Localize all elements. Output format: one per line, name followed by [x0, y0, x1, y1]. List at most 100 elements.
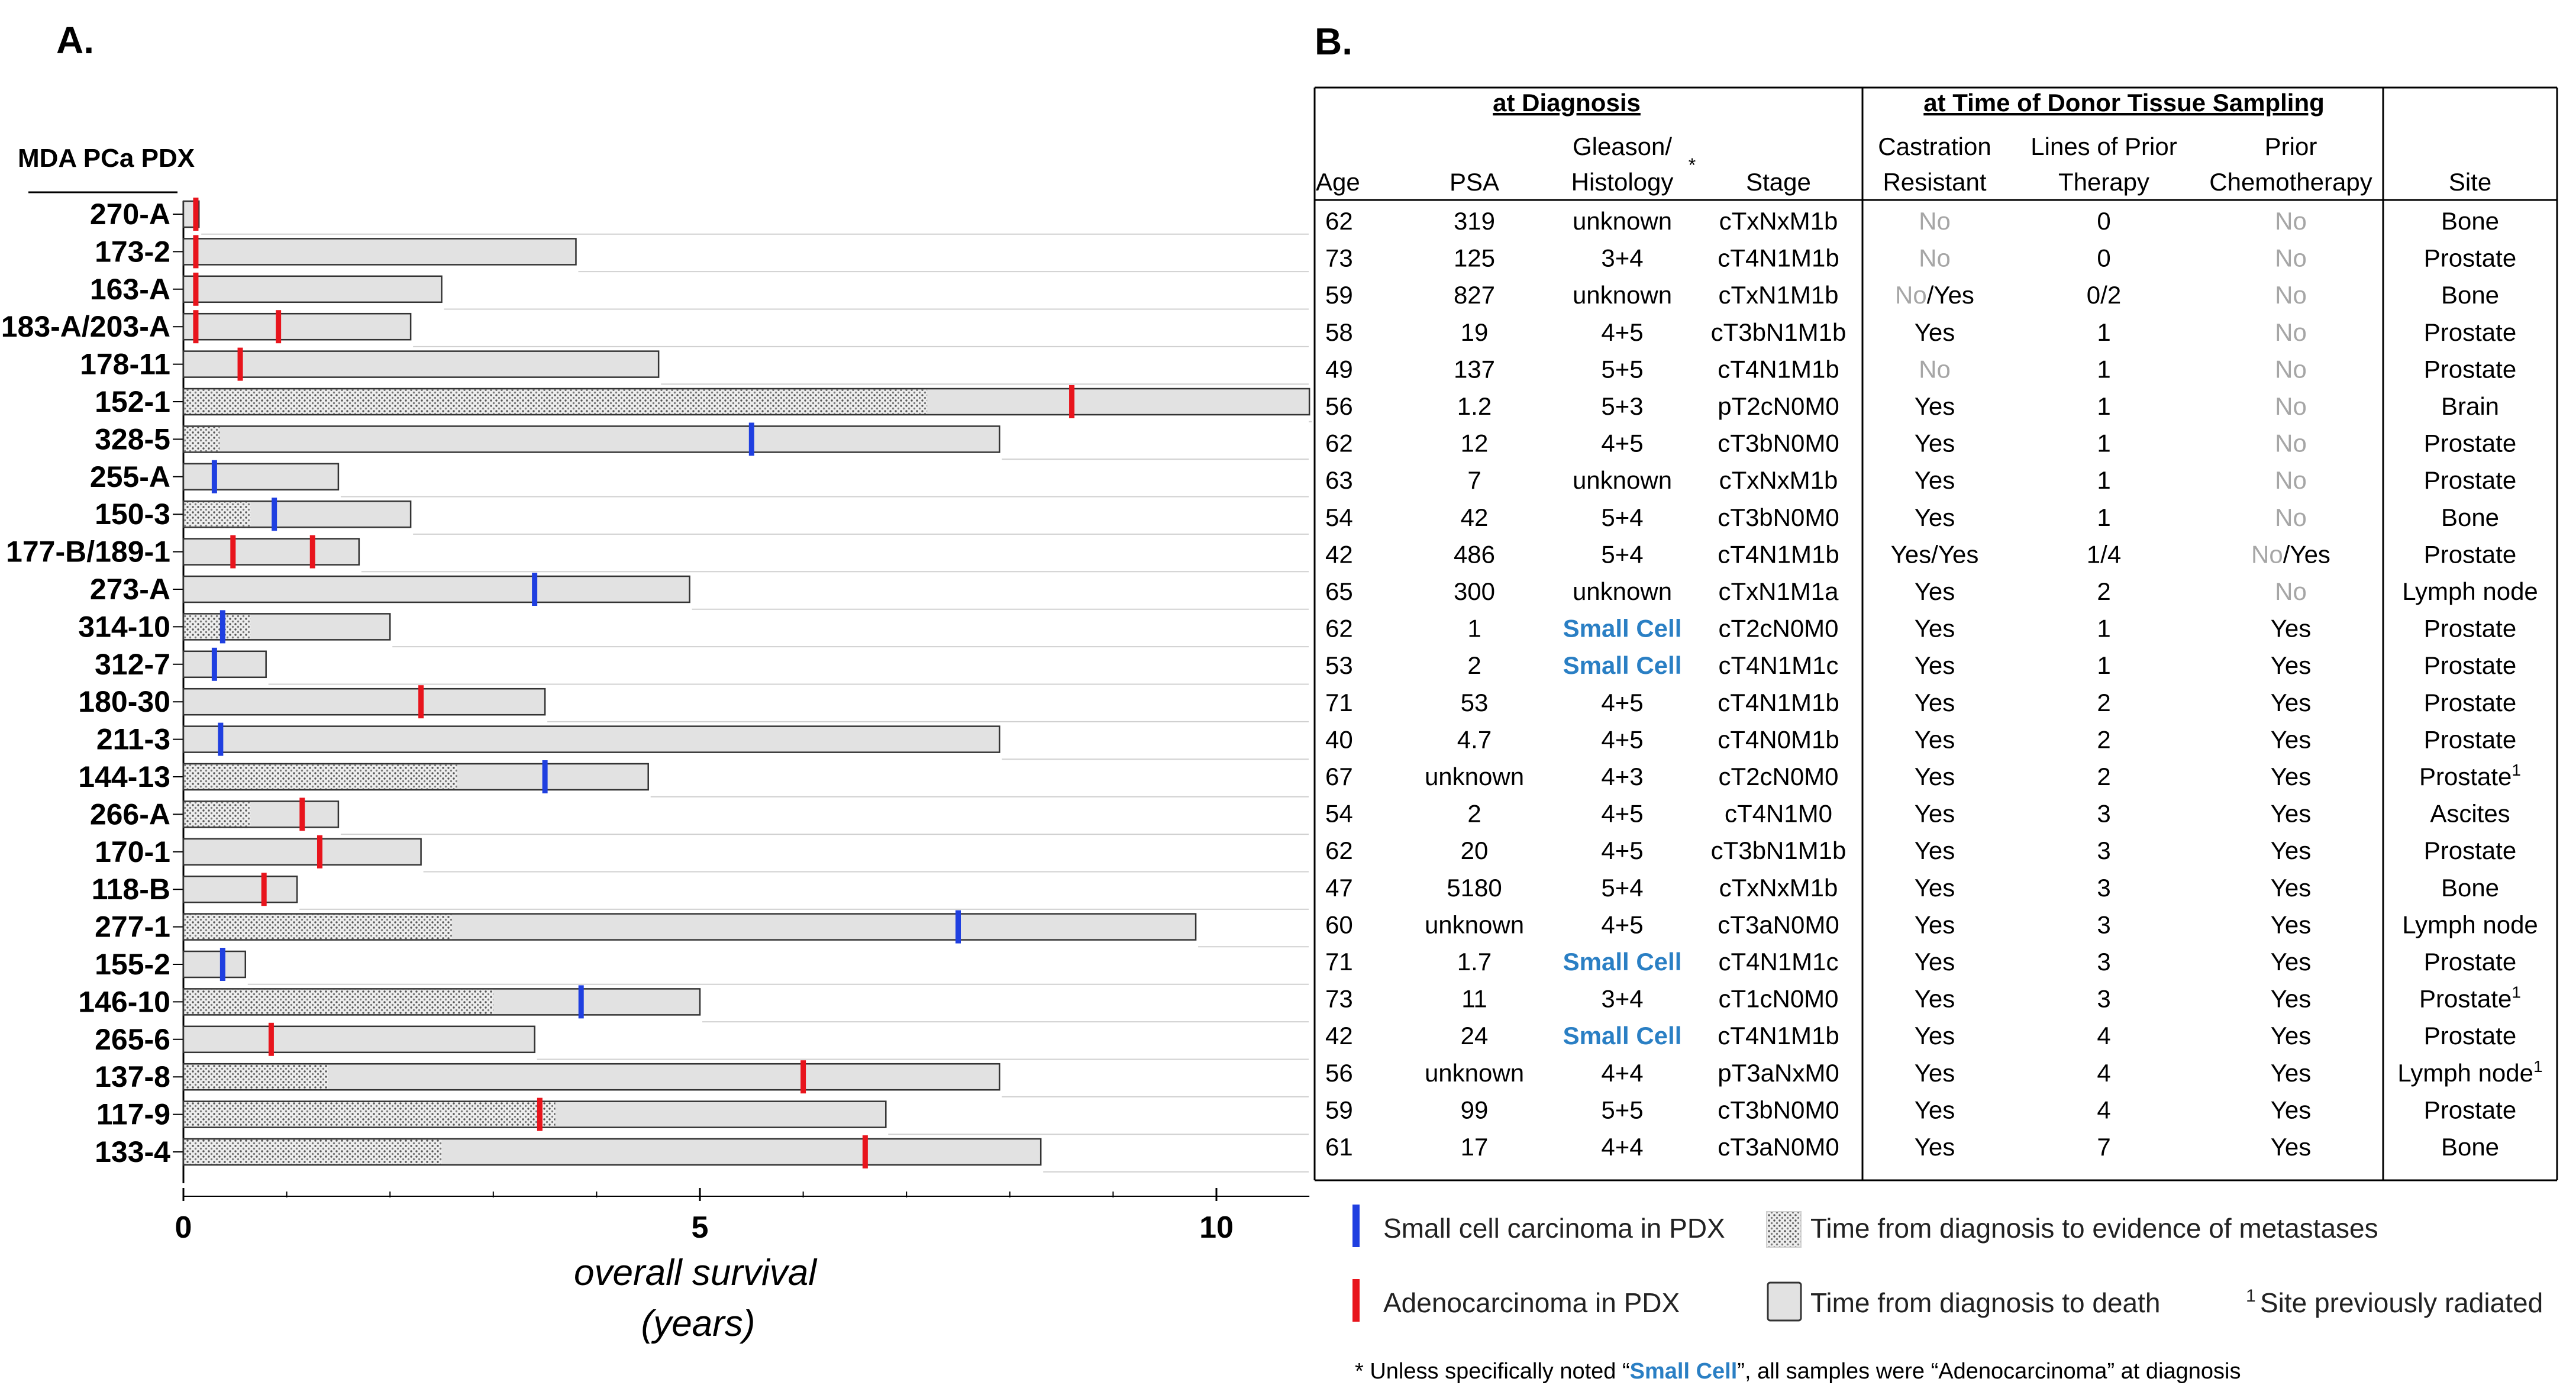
cell-gleason: unknown — [1573, 577, 1672, 605]
adeno-sampling-mark — [193, 235, 199, 269]
cell-stage: cT2cN0M0 — [1718, 615, 1838, 643]
cell-prior-chemo: No — [2275, 430, 2307, 457]
survival-bar — [182, 1025, 535, 1054]
cell-castration-resistant-part: Yes — [1915, 1096, 1955, 1123]
footnote-text-2: ”, all samples were “Adenocarcinoma” at … — [1737, 1359, 2241, 1384]
survival-bar — [182, 275, 443, 304]
cell-site-text: Lymph node — [2397, 1059, 2533, 1087]
cell-castration-resistant: Yes — [1915, 1059, 1955, 1087]
cell-site: Prostate1 — [2419, 761, 2521, 790]
cell-prior-chemo-part: No — [2275, 577, 2307, 605]
small-cell-sampling-mark — [219, 610, 225, 644]
cell-stage: cTxN1M1b — [1718, 281, 1838, 309]
cell-prior-chemo: No — [2275, 577, 2307, 605]
metastases-bar — [184, 1064, 328, 1089]
cell-psa: 827 — [1454, 281, 1495, 309]
legend-radiated-superscript: 1 — [2246, 1286, 2256, 1306]
cell-age: 62 — [1325, 615, 1353, 643]
cell-castration-resistant-part: Yes — [1915, 1022, 1955, 1050]
header-lines-line2: Therapy — [2058, 168, 2149, 196]
cell-site-text: Prostate — [2419, 763, 2512, 790]
group-header-diagnosis: at Diagnosis — [1493, 89, 1641, 117]
cell-prior-chemo: No — [2275, 207, 2307, 235]
cell-site-text: Prostate — [2424, 689, 2516, 716]
cell-castration-resistant: Yes — [1915, 874, 1955, 902]
row-label: 277-1 — [95, 911, 170, 944]
cell-prior-chemo-part: No — [2275, 392, 2307, 420]
cell-prior-chemo-part: No — [2275, 355, 2307, 383]
metastases-bar — [184, 1139, 442, 1164]
cell-site: Prostate — [2424, 1096, 2516, 1123]
header-castration-line1: Castration — [1878, 133, 1991, 160]
cell-castration-resistant: Yes — [1915, 615, 1955, 643]
header-psa: PSA — [1450, 168, 1499, 196]
cell-prior-chemo-part: Yes — [2271, 651, 2312, 679]
cell-psa: 125 — [1454, 244, 1495, 272]
cell-site-text: Lymph node — [2402, 577, 2538, 605]
cell-site: Prostate — [2424, 689, 2516, 716]
adeno-sampling-mark — [537, 1097, 543, 1131]
adeno-sampling-mark — [193, 272, 199, 306]
cell-age: 62 — [1325, 207, 1353, 235]
row-label: 265-6 — [95, 1023, 170, 1056]
cell-lines-therapy: 0/2 — [2087, 281, 2121, 309]
cell-castration-resistant: Yes — [1915, 466, 1955, 494]
cell-site: Prostate — [2424, 948, 2516, 976]
cell-castration-resistant: Yes — [1915, 503, 1955, 531]
cell-prior-chemo: No — [2275, 281, 2307, 309]
cell-site-text: Prostate — [2424, 725, 2516, 753]
cell-site: Prostate — [2424, 430, 2516, 457]
cell-prior-chemo-part: Yes — [2271, 1022, 2312, 1050]
cell-lines-therapy: 7 — [2097, 1133, 2110, 1161]
legend-death-label: Time from diagnosis to death — [1810, 1287, 2160, 1318]
cell-psa: 1.7 — [1457, 948, 1492, 976]
cell-lines-therapy: 1 — [2097, 318, 2110, 346]
cell-gleason: 5+3 — [1601, 392, 1643, 420]
cell-prior-chemo-part: Yes — [2271, 1059, 2312, 1087]
cell-prior-chemo-part: /Yes — [2283, 540, 2330, 568]
adeno-sampling-mark — [261, 873, 267, 906]
cell-site-text: Bone — [2441, 207, 2499, 235]
cell-stage: cT3bN0M0 — [1718, 503, 1839, 531]
header-stage: Stage — [1746, 168, 1811, 196]
cell-site-text: Prostate — [2424, 948, 2516, 976]
cell-gleason: Small Cell — [1563, 615, 1682, 643]
row-label: 255-A — [90, 460, 170, 493]
adeno-sampling-mark — [268, 1022, 274, 1056]
survival-bar — [182, 687, 546, 716]
survival-bar — [182, 350, 660, 378]
cell-site: Bone — [2441, 503, 2499, 531]
cell-age: 61 — [1325, 1133, 1353, 1161]
footnote-small-cell: Small Cell — [1630, 1359, 1738, 1384]
cell-site-superscript: 1 — [2512, 983, 2521, 1002]
cell-prior-chemo: Yes — [2271, 948, 2312, 976]
metastases-bar — [184, 614, 251, 639]
metastases-bar — [184, 802, 251, 826]
header-castration-line2: Resistant — [1883, 168, 1986, 196]
cell-gleason: 5+4 — [1601, 540, 1643, 568]
row-label: 211-3 — [96, 723, 170, 756]
footnote-text-1: Unless specifically noted “ — [1364, 1359, 1630, 1384]
cell-castration-resistant: Yes — [1915, 651, 1955, 679]
legend-small-cell-label: Small cell carcinoma in PDX — [1383, 1213, 1725, 1244]
cell-stage: cT3bN0M0 — [1718, 1096, 1839, 1123]
cell-site: Prostate — [2424, 355, 2516, 383]
cell-prior-chemo: Yes — [2271, 1133, 2312, 1161]
cell-gleason: Small Cell — [1563, 1022, 1682, 1050]
x-tick-label: 10 — [1199, 1210, 1234, 1245]
cell-castration-resistant-part: Yes — [1915, 430, 1955, 457]
cell-age: 73 — [1325, 985, 1353, 1013]
row-label: 144-13 — [78, 760, 170, 793]
cell-psa: unknown — [1425, 1059, 1524, 1087]
cell-site-text: Prostate — [2424, 615, 2516, 643]
cell-site: Bone — [2441, 281, 2499, 309]
cell-castration-resistant: Yes — [1915, 1096, 1955, 1123]
survival-bar — [182, 575, 690, 603]
survival-bar — [182, 650, 267, 679]
small-cell-sampling-mark — [955, 910, 961, 944]
metastases-bar — [184, 915, 452, 939]
header-gleason-line1: Gleason/ — [1573, 133, 1672, 160]
cell-psa: 17 — [1461, 1133, 1489, 1161]
cell-psa: 300 — [1454, 577, 1495, 605]
